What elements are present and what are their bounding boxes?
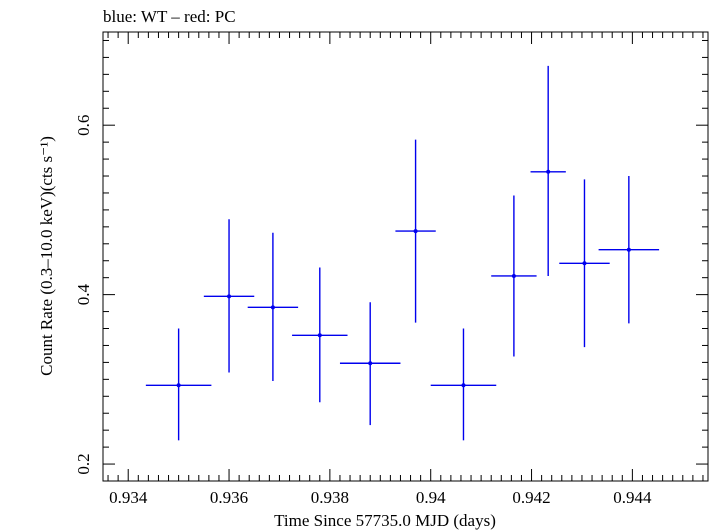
data-marker [511,273,516,278]
x-axis-ticks: 0.934 0.936 0.938 0.94 0.942 0.944 [107,32,704,507]
data-marker [368,361,373,366]
data-point [530,65,566,276]
data-point [339,302,401,426]
data-marker [546,169,551,174]
x-tick-label: 0.934 [109,488,148,507]
data-marker [461,383,466,388]
plot-frame [102,31,709,482]
data-marker [582,261,587,266]
x-tick-label: 0.942 [512,488,550,507]
y-axis-label: Count Rate (0.3–10.0 keV)(cts s⁻¹) [37,136,56,376]
x-tick-label: 0.94 [416,488,446,507]
data-point [598,176,660,324]
data-point [292,267,348,403]
data-marker [270,305,275,310]
data-point [395,139,436,323]
data-point [559,179,610,348]
data-marker [317,333,322,338]
y-axis-ticks: 0.2 0.4 0.6 [74,39,708,475]
data-point [247,232,299,382]
x-tick-label: 0.944 [613,488,652,507]
data-points [145,65,660,441]
data-marker [176,383,181,388]
y-tick-label: 0.4 [74,283,93,305]
data-point [203,219,255,373]
data-point [145,328,212,441]
y-tick-label: 0.2 [74,453,93,474]
x-tick-label: 0.938 [311,488,349,507]
data-point [430,328,497,441]
data-point [491,195,537,357]
x-tick-label: 0.936 [210,488,248,507]
x-axis-label: Time Since 57735.0 MJD (days) [274,511,496,530]
data-marker [413,229,418,234]
y-tick-label: 0.6 [74,115,93,136]
data-marker [626,247,631,252]
data-marker [227,294,232,299]
chart-title: blue: WT – red: PC [103,7,236,26]
